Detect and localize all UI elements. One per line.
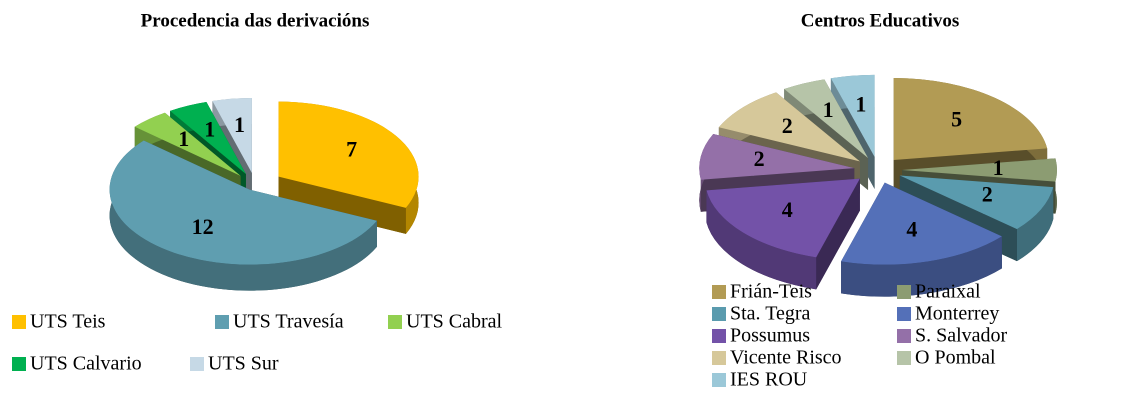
data-label: 1 bbox=[823, 97, 834, 122]
legend-swatch bbox=[215, 315, 229, 329]
slice-side bbox=[706, 190, 817, 290]
slice bbox=[893, 78, 1048, 161]
legend-swatch bbox=[712, 307, 726, 321]
slice-group bbox=[109, 140, 377, 291]
legend-swatch bbox=[388, 315, 402, 329]
slice bbox=[699, 134, 855, 180]
legend-swatch bbox=[712, 351, 726, 365]
legend-label: Sta. Tegra bbox=[730, 303, 811, 325]
data-label: 7 bbox=[346, 137, 357, 162]
legend-label: Paraixal bbox=[915, 281, 981, 303]
chart-title: Centros Educativos bbox=[801, 10, 960, 31]
legend-label: Monterrey bbox=[915, 303, 999, 325]
legend-label: UTS Calvario bbox=[30, 353, 142, 375]
legend-swatch bbox=[12, 357, 26, 371]
legend-label: UTS Travesía bbox=[233, 311, 344, 333]
slice bbox=[109, 140, 377, 265]
legend-swatch bbox=[12, 315, 26, 329]
slice-side bbox=[841, 236, 1002, 297]
data-label: 1 bbox=[855, 92, 866, 117]
data-label: 1 bbox=[234, 112, 245, 137]
legend-swatch bbox=[897, 329, 911, 343]
slice bbox=[830, 74, 875, 157]
slice bbox=[706, 178, 860, 258]
data-label: 4 bbox=[782, 197, 793, 222]
legend-label: UTS Cabral bbox=[406, 311, 503, 333]
slice bbox=[902, 158, 1057, 182]
chart-title: Procedencia das derivacións bbox=[141, 10, 370, 31]
legend-label: UTS Teis bbox=[30, 311, 106, 333]
slice-wall bbox=[278, 176, 406, 234]
data-label: 2 bbox=[982, 182, 993, 207]
legend-label: Frián-Teis bbox=[730, 281, 812, 303]
legend-label: Vicente Risco bbox=[730, 347, 842, 369]
data-label: 2 bbox=[754, 146, 765, 171]
legend-swatch bbox=[712, 373, 726, 387]
data-label: 4 bbox=[906, 216, 917, 241]
data-label: 1 bbox=[204, 117, 215, 142]
data-label: 12 bbox=[192, 214, 214, 239]
data-label: 5 bbox=[951, 107, 962, 132]
slice-group bbox=[841, 182, 1002, 297]
legend-label: Possumus bbox=[730, 325, 810, 347]
legend-swatch bbox=[712, 329, 726, 343]
legend-swatch bbox=[897, 351, 911, 365]
slice bbox=[718, 92, 860, 162]
legend-swatch bbox=[897, 307, 911, 321]
slice-group bbox=[706, 178, 860, 290]
slice bbox=[899, 175, 1054, 230]
legend-swatch bbox=[712, 285, 726, 299]
slice bbox=[841, 182, 1002, 265]
slice-side bbox=[1016, 187, 1054, 262]
data-label: 1 bbox=[993, 155, 1004, 180]
slice bbox=[278, 101, 419, 208]
legend-label: UTS Sur bbox=[208, 353, 279, 375]
slice bbox=[170, 102, 246, 174]
slice bbox=[784, 79, 869, 158]
data-label: 1 bbox=[178, 126, 189, 151]
legend-label: IES ROU bbox=[730, 369, 808, 391]
legend-swatch bbox=[897, 285, 911, 299]
legend-label: O Pombal bbox=[915, 347, 996, 369]
legend-swatch bbox=[190, 357, 204, 371]
data-label: 2 bbox=[782, 113, 793, 138]
slice bbox=[134, 112, 241, 176]
slice bbox=[212, 98, 252, 174]
legend-label: S. Salvador bbox=[915, 325, 1008, 347]
